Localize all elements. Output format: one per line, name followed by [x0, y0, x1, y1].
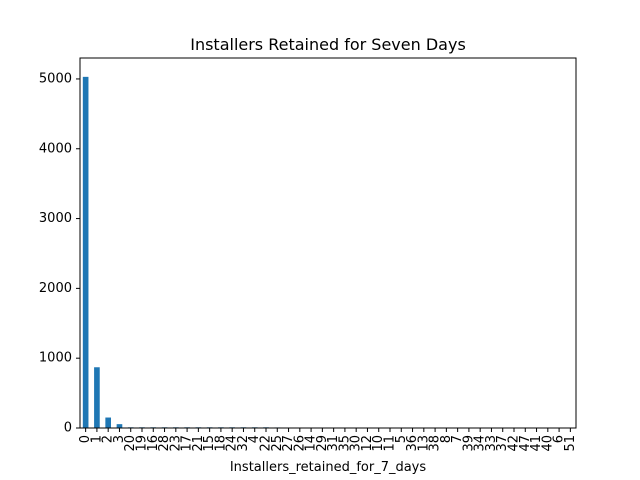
x-tick-label-4: 4: [247, 435, 262, 443]
x-tick-label-10: 10: [371, 435, 386, 452]
x-tick-label-2: 2: [101, 435, 116, 443]
x-tick-label-7: 7: [450, 435, 465, 443]
x-tick-label-30: 30: [349, 435, 364, 452]
x-axis-label: Installers_retained_for_7_days: [230, 460, 427, 475]
y-tick-label-2000: 2000: [39, 281, 72, 296]
x-tick-label-22: 22: [259, 435, 274, 452]
x-tick-label-35: 35: [337, 435, 352, 452]
x-tick-label-1: 1: [89, 435, 104, 443]
x-tick-label-3: 3: [112, 435, 127, 443]
x-tick-label-16: 16: [146, 435, 161, 452]
y-tick-label-3000: 3000: [39, 211, 72, 226]
x-tick-label-39: 39: [461, 435, 476, 452]
x-axis-ticks: 0123201916282317211518243242225272614293…: [78, 428, 578, 452]
x-tick-label-25: 25: [270, 435, 285, 452]
plot-frame: [79, 57, 577, 429]
x-tick-label-18: 18: [213, 435, 228, 452]
bar-1: [94, 367, 100, 428]
x-tick-label-26: 26: [292, 435, 307, 452]
x-tick-label-28: 28: [157, 435, 172, 452]
x-tick-label-15: 15: [202, 435, 217, 452]
bar-3: [116, 424, 123, 428]
x-tick-label-38: 38: [428, 435, 443, 452]
x-tick-label-27: 27: [281, 435, 296, 452]
x-tick-label-32: 32: [236, 435, 251, 452]
x-tick-label-29: 29: [315, 435, 330, 452]
x-tick-label-6: 6: [552, 435, 567, 443]
bar-2: [105, 417, 111, 428]
x-tick-label-17: 17: [180, 435, 195, 452]
x-tick-label-51: 51: [563, 435, 578, 452]
x-tick-label-23: 23: [168, 435, 183, 452]
x-tick-label-21: 21: [191, 435, 206, 452]
y-tick-label-0: 0: [64, 421, 72, 436]
x-tick-label-40: 40: [540, 435, 555, 452]
x-tick-label-14: 14: [304, 435, 319, 452]
x-tick-label-47: 47: [518, 435, 533, 452]
y-tick-label-1000: 1000: [39, 351, 72, 366]
chart-title: Installers Retained for Seven Days: [190, 35, 466, 54]
bar-0: [82, 76, 89, 428]
x-tick-label-36: 36: [405, 435, 420, 452]
x-tick-label-31: 31: [326, 435, 341, 452]
y-axis-ticks: 0 1000 2000 3000 4000 5000: [39, 71, 80, 436]
x-tick-label-5: 5: [394, 435, 409, 443]
bars-group: [82, 76, 574, 428]
x-tick-label-41: 41: [529, 435, 544, 452]
y-tick-label-5000: 5000: [39, 71, 72, 86]
x-tick-label-24: 24: [225, 435, 240, 452]
x-tick-label-20: 20: [123, 435, 138, 452]
x-tick-label-8: 8: [439, 435, 454, 443]
x-tick-label-42: 42: [507, 435, 522, 452]
x-tick-label-0: 0: [78, 435, 93, 443]
x-tick-label-12: 12: [360, 435, 375, 452]
x-tick-label-13: 13: [416, 435, 431, 452]
x-tick-label-19: 19: [135, 435, 150, 452]
y-tick-label-4000: 4000: [39, 141, 72, 156]
x-tick-label-34: 34: [473, 435, 488, 452]
x-tick-label-11: 11: [383, 435, 398, 452]
x-tick-label-37: 37: [495, 435, 510, 452]
x-tick-label-33: 33: [484, 435, 499, 452]
